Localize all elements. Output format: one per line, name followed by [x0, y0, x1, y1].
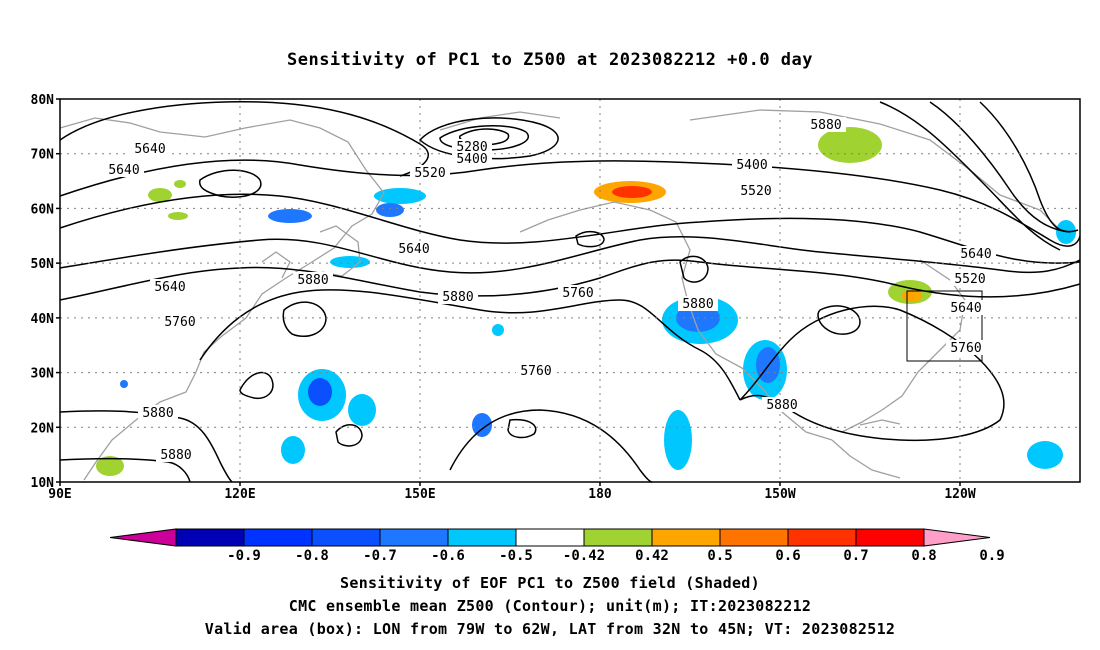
- contour-label-bg: [410, 165, 450, 180]
- gridlines: [60, 99, 1080, 482]
- contour-label: 5760: [950, 341, 981, 356]
- lon-tick-label: 90E: [48, 487, 71, 502]
- contour-label-bg: [394, 241, 434, 256]
- contour-label: 5520: [414, 166, 445, 181]
- contour-label: 5400: [456, 152, 487, 167]
- colorbar-label: 0.42: [635, 548, 669, 564]
- colorbar-swatch: [379, 528, 449, 547]
- contour-label: 5640: [108, 163, 139, 178]
- lat-tick-label: 50N: [31, 257, 55, 272]
- contour-label-bg: [452, 151, 492, 166]
- colorbar-label: -0.42: [563, 548, 605, 564]
- z500-contours: [59, 101, 1081, 483]
- lat-tick-label: 70N: [31, 148, 55, 163]
- lon-tick-label: 150E: [404, 487, 435, 502]
- contour-label: 5880: [810, 118, 841, 133]
- lon-tick-label: 180: [588, 487, 612, 502]
- contour-label: 5640: [950, 301, 981, 316]
- contour-label-bg: [516, 363, 556, 378]
- colorbar-swatch: [243, 528, 313, 547]
- colorbar-swatch: [719, 528, 789, 547]
- colorbar-label: -0.8: [295, 548, 329, 564]
- contour-label-bg: [452, 139, 492, 154]
- coastlines: [59, 109, 1061, 481]
- contour-label-bg: [946, 300, 986, 315]
- colorbar-label: -0.5: [499, 548, 533, 564]
- colorbar-swatch: [175, 528, 245, 547]
- colorbar-swatch: [651, 528, 721, 547]
- contour-label-bg: [558, 285, 598, 300]
- contour-label-bg: [678, 296, 718, 311]
- contour-label-bg: [293, 272, 333, 287]
- contour-label: 5880: [766, 398, 797, 413]
- contour-label: 5760: [164, 315, 195, 330]
- map-frame: [59, 98, 1081, 483]
- caption-valid-area: Valid area (box): LON from 79W to 62W, L…: [204, 620, 896, 638]
- contour-label-bg: [130, 141, 170, 156]
- contour-label-bg: [160, 314, 200, 329]
- contour-label: 5880: [160, 448, 191, 463]
- contour-label-bg: [732, 157, 772, 172]
- contour-label: 5640: [398, 242, 429, 257]
- contour-label: 5880: [682, 297, 713, 312]
- colorbar-swatch: [583, 528, 653, 547]
- contour-label-bg: [104, 162, 144, 177]
- colorbar-label: -0.7: [363, 548, 397, 564]
- contour-label-bg: [806, 117, 846, 132]
- colorbar-swatch: [855, 528, 925, 547]
- contour-label: 5880: [142, 406, 173, 421]
- colorbar-swatch: [311, 528, 381, 547]
- lon-tick-label: 120E: [224, 487, 255, 502]
- colorbar: -0.9 -0.8 -0.7 -0.6 -0.5 -0.42 0.42 0.5 0.6 0.7 0.…: [109, 528, 1005, 564]
- contour-label-bg: [138, 405, 178, 420]
- contour-label: 5760: [520, 364, 551, 379]
- contour-label: 5880: [297, 273, 328, 288]
- chart-title: Sensitivity of PC1 to Z500 at 2023082212…: [286, 50, 813, 70]
- lat-tick-label: 80N: [31, 93, 55, 108]
- colorbar-label: 0.6: [775, 548, 800, 564]
- colorbar-label: -0.9: [227, 548, 261, 564]
- contour-label: 5520: [954, 272, 985, 287]
- lat-tick-label: 20N: [31, 421, 55, 436]
- lon-tick-label: 150W: [764, 487, 795, 502]
- colorbar-label: -0.6: [431, 548, 465, 564]
- lat-tick-label: 30N: [31, 367, 55, 382]
- contour-label-bg: [946, 340, 986, 355]
- caption-contour: CMC ensemble mean Z500 (Contour); unit(m…: [288, 597, 812, 615]
- lat-tick-label: 60N: [31, 202, 55, 217]
- contour-label: 5520: [740, 184, 771, 199]
- colorbar-min-triangle: [109, 528, 177, 547]
- lat-tick-label: 40N: [31, 312, 55, 327]
- colorbar-max-triangle: [923, 528, 991, 547]
- lon-tick-label: 120W: [944, 487, 975, 502]
- valid-area-box: [906, 290, 983, 362]
- lat-tick-label: 10N: [31, 476, 55, 491]
- colorbar-label: 0.7: [843, 548, 868, 564]
- sensitivity-shading: [96, 127, 1076, 476]
- contour-label-bg: [438, 289, 478, 304]
- contour-label-bg: [150, 279, 190, 294]
- contour-label-bg: [956, 246, 996, 261]
- contour-label-bg: [736, 183, 776, 198]
- colorbar-label: 0.5: [707, 548, 732, 564]
- contour-label: 5640: [154, 280, 185, 295]
- contour-label-bg: [156, 447, 196, 462]
- colorbar-swatch: [447, 528, 517, 547]
- colorbar-swatch: [515, 528, 585, 547]
- contour-label-bg: [762, 397, 802, 412]
- colorbar-swatch: [787, 528, 857, 547]
- contour-label: 5400: [736, 158, 767, 173]
- contour-label: 5760: [562, 286, 593, 301]
- contour-label: 5640: [960, 247, 991, 262]
- contour-label: 5880: [442, 290, 473, 305]
- contour-label-layer: 5640564056405760588058805880528054005520…: [104, 117, 996, 463]
- caption-shaded: Sensitivity of EOF PC1 to Z500 field (Sh…: [340, 574, 760, 592]
- contour-label: 5640: [134, 142, 165, 157]
- colorbar-label: 0.8: [911, 548, 936, 564]
- contour-label-bg: [950, 271, 990, 286]
- colorbar-label: 0.9: [979, 548, 1004, 564]
